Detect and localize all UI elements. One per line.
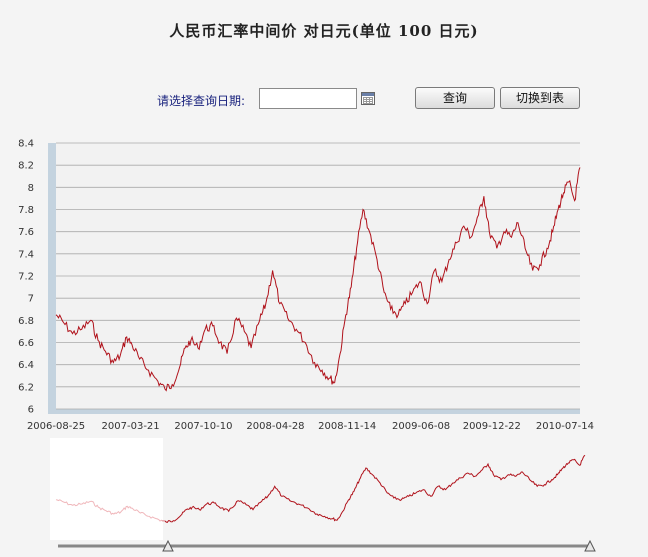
y-tick-label: 7.6 — [18, 227, 34, 238]
y-tick-label: 7.8 — [18, 205, 34, 216]
date-query-label: 请选择查询日期: — [157, 94, 246, 108]
x-tick-label: 2009-12-22 — [463, 421, 521, 432]
search-button[interactable]: 查询 — [415, 87, 495, 109]
y-tick-label: 6.4 — [18, 360, 34, 371]
y-tick-label: 8 — [28, 183, 34, 194]
y-tick-label: 8.4 — [18, 139, 34, 150]
y-tick-label: 6.6 — [18, 338, 34, 349]
y-tick-label: 6.2 — [18, 382, 34, 393]
navigator-faded-line — [55, 499, 166, 522]
x-axis-labels: 2006-08-25 2007-03-21 2007-10-10 2008-04-28… — [27, 421, 594, 432]
y-tick-label: 6.8 — [18, 316, 34, 327]
y-tick-label: 7.2 — [18, 272, 34, 283]
y-axis-labels: 8.4 8.2 8 7.8 7.6 7.4 7.2 7 6.8 6.6 6.4 6.2 6 — [18, 139, 34, 416]
left-axis-band — [48, 143, 56, 413]
switch-to-table-button[interactable]: 切换到表 — [500, 87, 580, 109]
navigator-unselected-region — [50, 438, 163, 540]
right-range-handle[interactable] — [584, 539, 596, 552]
calendar-icon[interactable] — [361, 92, 375, 105]
y-tick-label: 7.4 — [18, 249, 34, 260]
date-input[interactable] — [259, 88, 357, 109]
navigator-series-line — [161, 454, 586, 523]
y-tick-label: 7 — [28, 294, 34, 305]
x-tick-label: 2008-11-14 — [318, 421, 376, 432]
x-tick-label: 2008-04-28 — [246, 421, 304, 432]
x-tick-label: 2010-07-14 — [536, 421, 594, 432]
bottom-axis-band — [48, 409, 580, 414]
x-tick-label: 2007-03-21 — [102, 421, 160, 432]
page-title: 人民币汇率中间价 对日元(单位 100 日元) — [169, 22, 479, 40]
y-tick-label: 8.2 — [18, 161, 34, 172]
x-tick-label: 2007-10-10 — [174, 421, 232, 432]
y-tick-label: 6 — [28, 405, 34, 416]
x-tick-label: 2006-08-25 — [27, 421, 85, 432]
grid-lines — [56, 142, 580, 410]
left-range-handle[interactable] — [162, 539, 174, 552]
series-line — [55, 167, 581, 392]
plot-background — [50, 143, 580, 410]
x-tick-label: 2009-06-08 — [392, 421, 450, 432]
